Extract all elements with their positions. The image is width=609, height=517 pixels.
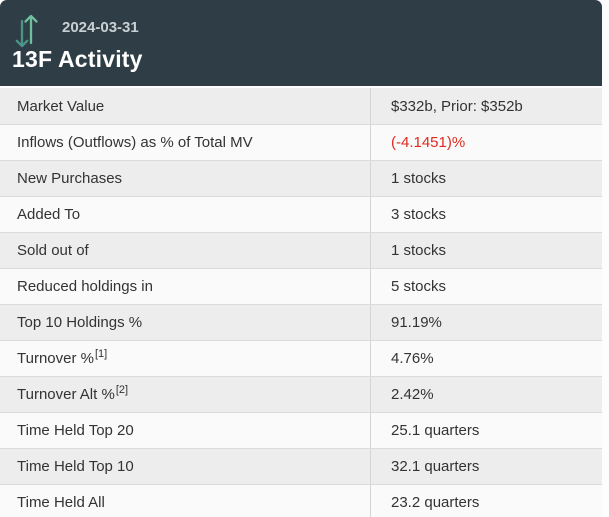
row-label: Added To bbox=[0, 197, 370, 232]
row-label-text: Turnover Alt % bbox=[17, 386, 115, 403]
row-label: Top 10 Holdings % bbox=[0, 305, 370, 340]
footnote-marker: [1] bbox=[94, 348, 108, 360]
row-label-text: Sold out of bbox=[17, 242, 89, 259]
row-label-text: Market Value bbox=[17, 97, 105, 115]
row-value: 4.76% bbox=[370, 341, 602, 376]
row-value: 32.1 quarters bbox=[370, 449, 602, 484]
report-date: 2024-03-31 bbox=[62, 19, 139, 36]
row-label: Reduced holdings in bbox=[0, 269, 370, 304]
row-label: Turnover % [1] bbox=[0, 341, 370, 376]
table-row: New Purchases 1 stocks bbox=[0, 160, 602, 196]
row-label: Time Held Top 10 bbox=[0, 449, 370, 484]
swap-vertical-icon bbox=[15, 9, 39, 49]
table-row: Top 10 Holdings % 91.19% bbox=[0, 304, 602, 340]
table-row: Added To 3 stocks bbox=[0, 196, 602, 232]
row-value: 1 stocks bbox=[370, 233, 602, 268]
row-value: 91.19% bbox=[370, 305, 602, 340]
row-value: 5 stocks bbox=[370, 269, 602, 304]
row-label: Market Value bbox=[0, 88, 370, 124]
row-label: Sold out of bbox=[0, 233, 370, 268]
row-value: 2.42% bbox=[370, 377, 602, 412]
table-row: Sold out of 1 stocks bbox=[0, 232, 602, 268]
row-label: Time Held Top 20 bbox=[0, 413, 370, 448]
table-row: Turnover Alt % [2] 2.42% bbox=[0, 376, 602, 412]
row-label-text: Turnover % bbox=[17, 350, 94, 367]
row-label-text: Time Held Top 10 bbox=[17, 458, 134, 475]
row-label: Time Held All bbox=[0, 485, 370, 517]
row-label: New Purchases bbox=[0, 161, 370, 196]
row-label-text: Time Held All bbox=[17, 494, 105, 511]
row-label-text: New Purchases bbox=[17, 170, 123, 187]
table-row: Turnover % [1] 4.76% bbox=[0, 340, 602, 376]
row-label-text: Inflows (Outflows) as % of Total MV bbox=[17, 134, 253, 151]
row-value: 25.1 quarters bbox=[370, 413, 602, 448]
row-value: (-4.1451)% bbox=[370, 125, 602, 160]
card-header: 2024-03-31 13F Activity bbox=[0, 0, 602, 86]
row-label-text: Top 10 Holdings % bbox=[17, 314, 143, 331]
table-row: Inflows (Outflows) as % of Total MV (-4.… bbox=[0, 124, 602, 160]
row-label-text: Added To bbox=[17, 206, 81, 223]
row-label-text: Reduced holdings in bbox=[17, 278, 153, 295]
row-value: 23.2 quarters bbox=[370, 485, 602, 517]
card-title: 13F Activity bbox=[12, 46, 143, 72]
row-label: Inflows (Outflows) as % of Total MV bbox=[0, 125, 370, 160]
row-value: 3 stocks bbox=[370, 197, 602, 232]
row-value: 1 stocks bbox=[370, 161, 602, 196]
row-label: Turnover Alt % [2] bbox=[0, 377, 370, 412]
table-row: Reduced holdings in 5 stocks bbox=[0, 268, 602, 304]
activity-table: Market Value $332b, Prior: $352b Inflows… bbox=[0, 88, 602, 517]
table-row: Time Held All 23.2 quarters bbox=[0, 484, 602, 517]
row-label-text: Time Held Top 20 bbox=[17, 422, 134, 439]
footnote-marker: [2] bbox=[115, 384, 129, 396]
table-row: Time Held Top 10 32.1 quarters bbox=[0, 448, 602, 484]
table-row: Time Held Top 20 25.1 quarters bbox=[0, 412, 602, 448]
table-row: Market Value $332b, Prior: $352b bbox=[0, 88, 602, 124]
row-value: $332b, Prior: $352b bbox=[370, 88, 602, 124]
